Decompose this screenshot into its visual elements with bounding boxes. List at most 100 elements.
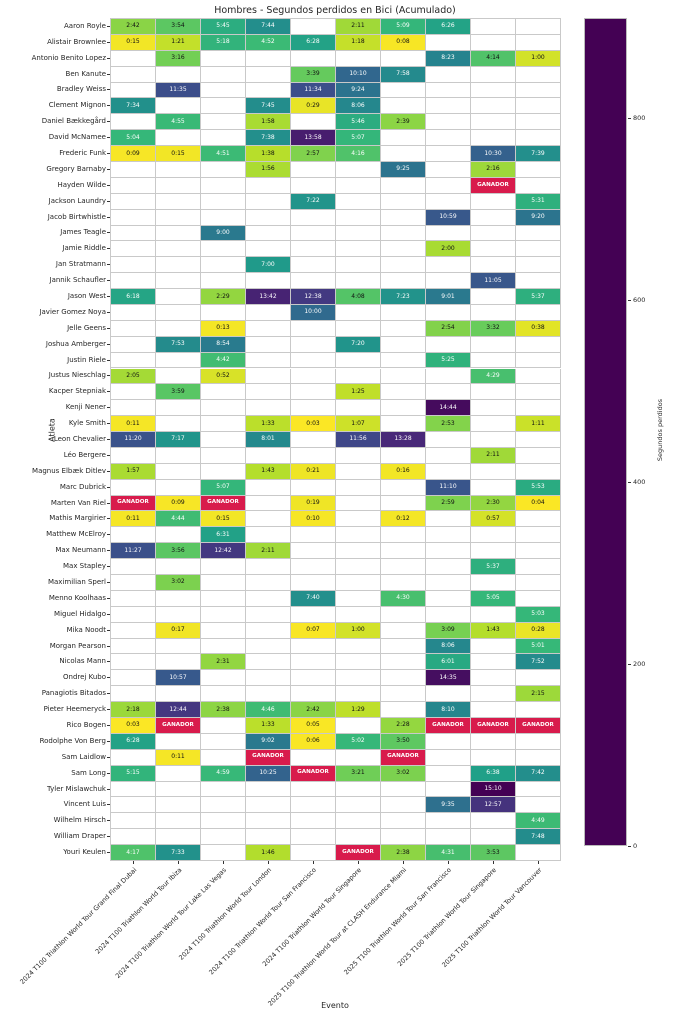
heatmap-cell — [201, 749, 246, 766]
heatmap-cell — [336, 527, 381, 544]
heatmap-cell — [111, 527, 156, 544]
heatmap-cell: 2:38 — [381, 845, 426, 861]
heatmap-cell — [201, 797, 246, 814]
athlete-label: Daniel Bækkegård — [41, 117, 106, 126]
heatmap-cell — [471, 686, 516, 703]
heatmap-cell — [246, 273, 291, 290]
athlete-label: Nicolas Mann — [59, 657, 106, 666]
heatmap-cell — [336, 479, 381, 496]
heatmap-cell — [426, 384, 471, 401]
heatmap-cell: 0:52 — [201, 368, 246, 385]
heatmap-cell — [291, 177, 336, 194]
heatmap-cell — [246, 527, 291, 544]
heatmap-cell: 1:11 — [516, 416, 561, 433]
athlete-label: Justin Riele — [67, 355, 106, 364]
heatmap-cell: 0:29 — [291, 98, 336, 115]
heatmap-cell: 6:28 — [111, 733, 156, 750]
heatmap-cell: 2:11 — [336, 19, 381, 35]
heatmap-cell — [201, 193, 246, 210]
y-tick — [107, 613, 110, 615]
heatmap-cell — [111, 177, 156, 194]
colorbar-tick-label: 0 — [633, 842, 638, 850]
heatmap-cell: 7:53 — [156, 336, 201, 353]
y-tick — [107, 184, 110, 186]
athlete-label: Jackson Laundry — [48, 196, 106, 205]
heatmap-cell — [426, 781, 471, 798]
heatmap-cell — [111, 447, 156, 464]
heatmap-cell — [336, 654, 381, 671]
heatmap-cell — [291, 241, 336, 258]
heatmap-cell: 0:17 — [156, 622, 201, 639]
athlete-label: Rodolphe Von Berg — [39, 736, 106, 745]
heatmap-cell — [426, 511, 471, 528]
heatmap-cell — [516, 527, 561, 544]
athlete-label: Mika Noodt — [66, 625, 106, 634]
heatmap-cell — [471, 257, 516, 274]
heatmap-cell — [516, 845, 561, 861]
heatmap-cell — [381, 829, 426, 846]
heatmap-cell — [471, 19, 516, 35]
heatmap-cell — [291, 384, 336, 401]
heatmap-cell: 2:57 — [291, 146, 336, 162]
heatmap-cell: 4:46 — [246, 702, 291, 718]
heatmap-cell: 0:09 — [156, 495, 201, 512]
heatmap-cell — [291, 273, 336, 290]
heatmap-cell: 6:01 — [426, 654, 471, 671]
heatmap-cell — [291, 114, 336, 131]
heatmap-cell — [381, 368, 426, 385]
heatmap-cell — [291, 575, 336, 591]
heatmap-cell — [516, 400, 561, 417]
heatmap-cell: 1:29 — [336, 702, 381, 718]
heatmap-cell — [201, 273, 246, 290]
heatmap-cell — [246, 225, 291, 242]
heatmap-cell — [201, 432, 246, 448]
heatmap-cell — [336, 686, 381, 703]
heatmap-cell: 9:25 — [381, 161, 426, 178]
heatmap-cell — [381, 336, 426, 353]
heatmap-cell — [291, 606, 336, 623]
heatmap-cell: 4:59 — [201, 765, 246, 782]
heatmap-cell — [156, 829, 201, 846]
heatmap-cell — [516, 114, 561, 131]
heatmap-cell — [381, 527, 426, 544]
athlete-label: Rico Bogen — [66, 720, 106, 729]
heatmap-cell: 3:09 — [426, 622, 471, 639]
heatmap-cell — [381, 638, 426, 655]
heatmap-cell — [381, 559, 426, 576]
heatmap-cell: 7:45 — [246, 98, 291, 115]
heatmap-cell — [381, 241, 426, 258]
heatmap-cell — [516, 304, 561, 321]
heatmap-cell — [246, 559, 291, 576]
y-tick — [107, 804, 110, 806]
heatmap-cell — [426, 114, 471, 131]
heatmap-cell — [291, 527, 336, 544]
heatmap-cell — [156, 527, 201, 544]
y-tick — [107, 724, 110, 726]
heatmap-cell — [291, 432, 336, 448]
heatmap-cell: 9:24 — [336, 82, 381, 99]
athlete-label: Panagiotis Bitados — [41, 689, 106, 698]
heatmap-cell: 10:30 — [471, 146, 516, 162]
heatmap-cell: 10:57 — [156, 670, 201, 687]
heatmap-cell: 0:03 — [111, 718, 156, 734]
heatmap-cell — [516, 273, 561, 290]
heatmap-cell — [111, 590, 156, 607]
heatmap-cell — [381, 98, 426, 115]
heatmap-cell — [201, 590, 246, 607]
heatmap-cell — [156, 463, 201, 480]
y-tick — [107, 375, 110, 377]
heatmap-cell — [471, 289, 516, 305]
y-tick — [107, 788, 110, 790]
athlete-label: Youri Keulen — [63, 848, 106, 857]
athlete-label: Marc Dubrick — [59, 482, 106, 491]
heatmap-cell: 0:08 — [381, 34, 426, 51]
y-tick — [107, 121, 110, 123]
heatmap-cell — [336, 670, 381, 687]
athlete-label: Leon Chevalier — [53, 434, 106, 443]
heatmap-cell — [111, 352, 156, 369]
athlete-label: Justus Nieschlag — [48, 371, 106, 380]
heatmap-cell — [201, 400, 246, 417]
heatmap-cell: 2:11 — [471, 447, 516, 464]
heatmap-cell: 11:20 — [111, 432, 156, 448]
heatmap-cell: 13:58 — [291, 130, 336, 147]
